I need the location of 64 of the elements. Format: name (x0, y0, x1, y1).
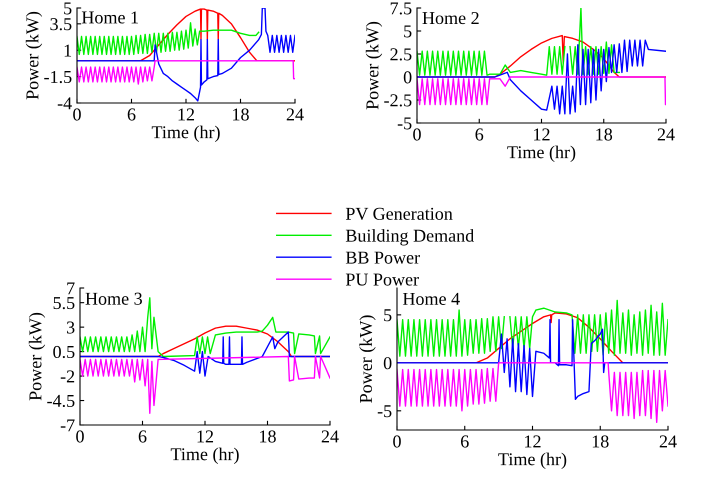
x-axis-title: Time (hr) (498, 452, 566, 469)
y-tick-label: -2 (60, 370, 74, 382)
x-tick-label: 6 (138, 430, 146, 443)
y-tick-label: -4 (58, 97, 72, 110)
line-series (80, 331, 330, 377)
legend-label: Building Demand (346, 229, 474, 246)
x-tick-label: 12 (525, 435, 541, 448)
legend-label: PU Power (346, 274, 419, 286)
x-tick-label: 24 (322, 430, 339, 442)
line-series (77, 8, 295, 102)
x-tick-label: 12 (534, 128, 550, 140)
chart-title: Home 1 (82, 11, 138, 24)
line-series (397, 362, 668, 424)
line-series (77, 22, 260, 56)
x-tick-label: 6 (461, 435, 469, 448)
chart-title: Home 2 (422, 12, 479, 24)
line-series (417, 40, 666, 114)
x-tick-label: 24 (286, 108, 304, 120)
y-tick-label: 3 (66, 321, 74, 334)
y-tick-label: 1 (64, 44, 72, 56)
x-axis-title: Time (hr) (170, 448, 239, 464)
x-tick-label: 24 (658, 128, 675, 140)
x-axis-title: Time (hr) (507, 146, 576, 162)
y-tick-label: 7 (67, 282, 75, 294)
y-axis-title: Power (kW) (366, 22, 382, 110)
x-tick-label: 6 (128, 108, 136, 121)
y-tick-label: -5 (398, 117, 412, 130)
y-tick-label: 2.5 (390, 48, 412, 61)
y-tick-label: 5.5 (54, 297, 74, 310)
legend-label: BB Power (346, 252, 420, 264)
y-tick-label: 0 (384, 357, 392, 370)
y-tick-label: 0 (404, 71, 412, 84)
line-series (397, 318, 668, 400)
chart-title: Home 3 (86, 292, 142, 305)
line-series (77, 60, 295, 85)
y-axis-title: Power (kW) (359, 315, 376, 403)
chart-title: Home 4 (402, 292, 460, 305)
y-tick-label: 5 (404, 25, 412, 38)
x-tick-label: 0 (413, 128, 421, 141)
line-series (80, 356, 330, 414)
x-tick-label: 24 (660, 435, 677, 448)
y-tick-label: 5 (384, 309, 392, 322)
y-tick-label: -4.5 (47, 394, 74, 408)
x-tick-label: 18 (596, 128, 612, 141)
x-tick-label: 0 (76, 430, 84, 443)
y-tick-label: -1.5 (44, 70, 72, 84)
y-tick-label: 7.5 (390, 2, 412, 15)
x-tick-label: 6 (476, 128, 484, 141)
legend-label: PV Generation (346, 208, 453, 220)
x-tick-label: 12 (198, 430, 214, 442)
y-axis-title: Power (kW) (28, 312, 46, 400)
x-tick-label: 18 (592, 435, 609, 448)
x-tick-label: 18 (260, 430, 276, 443)
y-tick-label: 0.5 (53, 346, 74, 358)
y-tick-label: -7 (60, 419, 75, 432)
x-tick-label: 18 (233, 108, 249, 121)
line-series (417, 76, 666, 106)
y-tick-label: -5 (378, 405, 392, 418)
y-tick-label: -2.5 (384, 94, 412, 107)
y-axis-title: Power (kW) (26, 12, 42, 100)
x-axis-title: Time (hr) (152, 126, 220, 142)
y-tick-label: 5 (64, 2, 72, 14)
y-tick-label: 3.5 (50, 18, 72, 30)
x-tick-label: 12 (178, 108, 194, 120)
